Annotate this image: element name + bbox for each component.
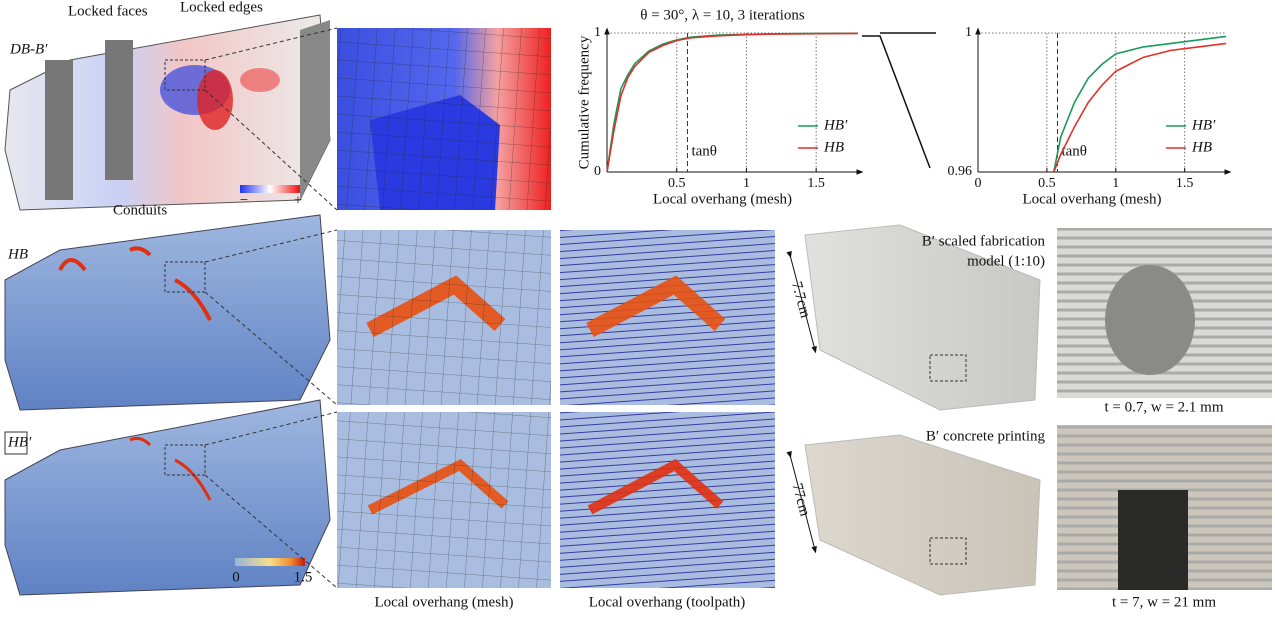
x-tick-label: 0.5 — [668, 176, 686, 191]
colorbar-label: 1.5 — [294, 569, 313, 585]
series-line — [1053, 42, 1227, 173]
photos — [786, 224, 1272, 596]
x-tick-label: 1.5 — [1176, 176, 1194, 191]
legend-label: HB′ — [1191, 117, 1216, 133]
legend-label: HB′ — [823, 117, 848, 133]
x-tick-label: 1.5 — [807, 176, 825, 191]
difference-zoom — [337, 28, 551, 210]
annotation: tanθ — [691, 143, 717, 159]
scale-label: 77cm — [789, 482, 813, 519]
series-line — [1052, 35, 1227, 173]
difference-model — [4, 14, 331, 211]
photo-caption: t = 7, w = 21 mm — [1112, 594, 1216, 610]
chart-title: θ = 30°, λ = 10, 3 iterations — [640, 7, 805, 23]
series-line — [606, 32, 859, 173]
hbp-model — [4, 399, 331, 596]
panel-label: HB′ — [7, 434, 32, 450]
caption: Local overhang (mesh) — [374, 594, 513, 610]
colorbar-label: + — [294, 192, 302, 208]
y-tick-label: 1 — [965, 25, 972, 40]
y-tick-label: 0 — [594, 164, 601, 179]
x-tick-label: 0.5 — [1038, 176, 1056, 191]
photo-caption: t = 0.7, w = 2.1 mm — [1104, 399, 1223, 415]
caption: Local overhang (toolpath) — [589, 594, 746, 610]
x-axis-label: Local overhang (mesh) — [1022, 191, 1161, 207]
y-tick-label: 0.96 — [948, 164, 973, 179]
legend-label: HB — [823, 139, 844, 155]
callout: Conduits — [113, 202, 167, 218]
colorbar-label: 0 — [232, 569, 240, 585]
legend-label: HB — [1191, 139, 1212, 155]
label-box — [4, 431, 28, 455]
x-tick-label: 0 — [975, 176, 982, 191]
photo-title: model (1:10) — [967, 253, 1045, 269]
x-tick-label: 1 — [743, 176, 750, 191]
y-axis-label: Cumulative frequency — [576, 35, 592, 169]
callout: Locked faces — [68, 3, 148, 19]
panel-label: HB — [7, 246, 28, 262]
panel-label: DB-B′ — [9, 41, 48, 57]
photo-title: B′ scaled fabrication — [922, 233, 1046, 249]
zoom-panels — [337, 230, 775, 588]
callout: Locked edges — [180, 0, 263, 15]
series-line — [606, 32, 859, 173]
hb-model — [4, 214, 331, 411]
annotation: tanθ — [1061, 143, 1087, 159]
x-tick-label: 1 — [1112, 176, 1119, 191]
x-axis-label: Local overhang (mesh) — [653, 191, 792, 207]
photo-title: B′ concrete printing — [926, 428, 1046, 444]
colorbar-label: − — [240, 192, 248, 208]
y-tick-label: 1 — [594, 25, 601, 40]
scale-label: 7.7cm — [788, 280, 813, 320]
